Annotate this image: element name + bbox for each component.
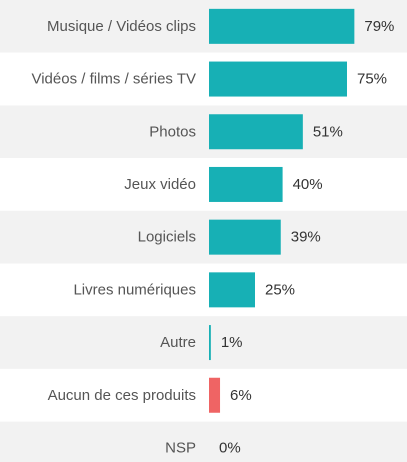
row-background [0,421,407,462]
bar [209,166,283,202]
category-label: Photos [149,123,196,140]
value-label: 75% [357,71,387,88]
row-background [0,210,407,264]
category-label: Aucun de ces produits [48,387,196,404]
bar [209,272,255,308]
value-label: 39% [291,229,321,246]
category-label: Livres numériques [73,281,196,298]
row-background [0,368,407,422]
value-label: 40% [293,176,323,193]
bar [209,8,355,44]
value-label: 0% [219,439,241,456]
row-background [0,105,407,159]
value-label: 6% [230,387,252,404]
category-label: Autre [160,334,196,351]
value-label: 25% [265,281,295,298]
category-label: Logiciels [138,229,196,246]
row-background [0,158,407,211]
category-label: Jeux vidéo [124,176,196,193]
category-label: Vidéos / films / séries TV [31,71,196,88]
row-background [0,263,407,317]
category-label: Musique / Vidéos clips [47,18,196,35]
value-label: 51% [313,123,343,140]
bar [209,219,281,255]
bar [209,61,347,97]
value-label: 79% [364,18,394,35]
value-label: 1% [221,334,243,351]
row-background [0,316,407,369]
category-label: NSP [165,439,196,456]
bar [209,377,221,413]
bar [209,325,211,361]
bar [209,114,303,150]
